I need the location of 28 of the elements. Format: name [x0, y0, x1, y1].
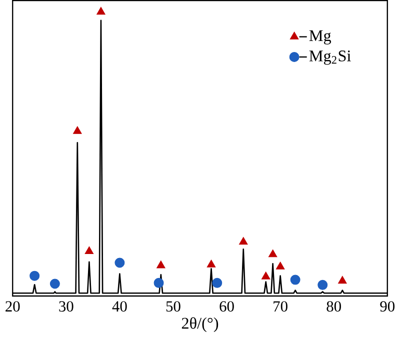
- x-axis-title: 2θ/(°): [182, 317, 218, 332]
- point: [84, 246, 94, 254]
- point: [154, 278, 164, 288]
- point: [156, 260, 166, 268]
- point: [73, 126, 82, 134]
- x-tick-label: 30: [59, 301, 74, 312]
- x-tick-label: 50: [166, 301, 180, 312]
- point: [206, 260, 216, 268]
- x-tick-label: 70: [274, 301, 288, 312]
- legend-label: Mg$_{2}$Si: [309, 50, 351, 65]
- point: [30, 270, 40, 281]
- x-tick-label: 90: [380, 301, 395, 312]
- x-tick-label: 60: [220, 301, 234, 312]
- point: [338, 276, 347, 284]
- point: [50, 278, 60, 289]
- point: [318, 280, 328, 290]
- x-tick-label: 20: [6, 301, 20, 312]
- point: [239, 237, 248, 245]
- point: [261, 272, 270, 280]
- point: [114, 258, 125, 268]
- point: [96, 6, 106, 15]
- legend-label: Mg: [309, 30, 332, 44]
- point: [276, 262, 285, 270]
- x-tick-label: 40: [112, 301, 127, 312]
- point: [268, 250, 278, 258]
- x-tick-label: 80: [326, 301, 341, 312]
- point: [290, 274, 300, 285]
- point: [212, 278, 222, 288]
